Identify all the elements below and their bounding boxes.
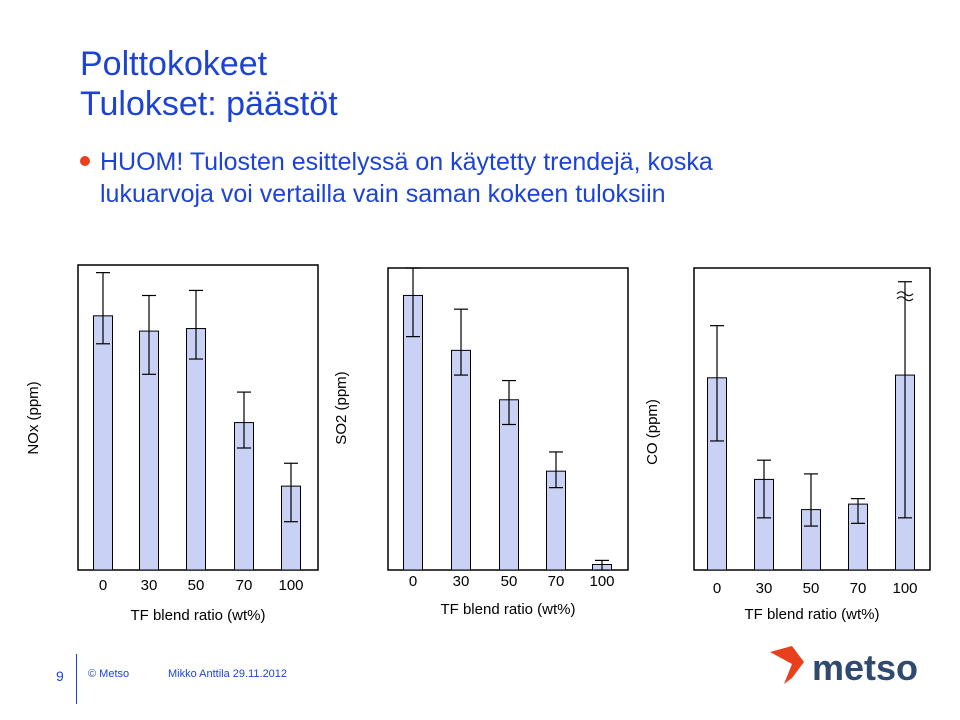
page-number-box xyxy=(0,654,77,704)
x-tick-label: 50 xyxy=(803,580,820,597)
x-tick-label: 0 xyxy=(99,577,107,594)
x-tick-label: 100 xyxy=(278,577,303,594)
metso-logo-text: metso xyxy=(812,647,918,688)
metso-logo: metso xyxy=(770,646,918,688)
x-tick-label: 50 xyxy=(188,577,205,594)
note-text: HUOM! Tulosten esittelyssä on käytetty t… xyxy=(100,146,820,210)
copyright-text: © Metso xyxy=(88,668,130,680)
x-tick-label: 70 xyxy=(548,573,565,590)
note-line-2: lukuarvoja voi vertailla vain saman koke… xyxy=(100,180,666,208)
x-tick-label: 100 xyxy=(589,573,614,590)
slide-title: Polttokokeet Tulokset: päästöt xyxy=(80,44,338,124)
bar xyxy=(451,349,471,571)
title-line-1: Polttokokeet xyxy=(80,45,268,83)
metso-logo-mark-icon xyxy=(770,646,804,684)
x-tick-label: 70 xyxy=(850,580,867,597)
x-tick-label: 0 xyxy=(409,573,417,590)
x-tick-label: 100 xyxy=(892,580,917,597)
x-axis-label: TF blend ratio (wt%) xyxy=(130,607,265,624)
y-axis-label: SO2 (ppm) xyxy=(333,371,350,444)
axis-break-icon xyxy=(896,291,914,302)
bar xyxy=(93,315,113,571)
bar xyxy=(186,328,206,571)
x-tick-label: 30 xyxy=(141,577,158,594)
y-axis-label: NOx (ppm) xyxy=(25,381,42,454)
page-number: 9 xyxy=(56,668,64,684)
x-tick-label: 70 xyxy=(236,577,253,594)
note-line-1: HUOM! Tulosten esittelyssä on käytetty t… xyxy=(100,148,713,176)
x-tick-label: 50 xyxy=(501,573,518,590)
x-tick-label: 0 xyxy=(713,580,721,597)
x-tick-label: 30 xyxy=(756,580,773,597)
author-date: Mikko Anttila 29.11.2012 xyxy=(168,668,288,680)
bullet-dot-icon xyxy=(80,156,90,166)
x-axis-label: TF blend ratio (wt%) xyxy=(440,601,575,618)
bar xyxy=(499,399,519,571)
x-tick-label: 30 xyxy=(453,573,470,590)
y-axis-label: CO (ppm) xyxy=(644,399,661,465)
x-axis-label: TF blend ratio (wt%) xyxy=(744,606,879,623)
title-line-2: Tulokset: päästöt xyxy=(80,85,338,123)
